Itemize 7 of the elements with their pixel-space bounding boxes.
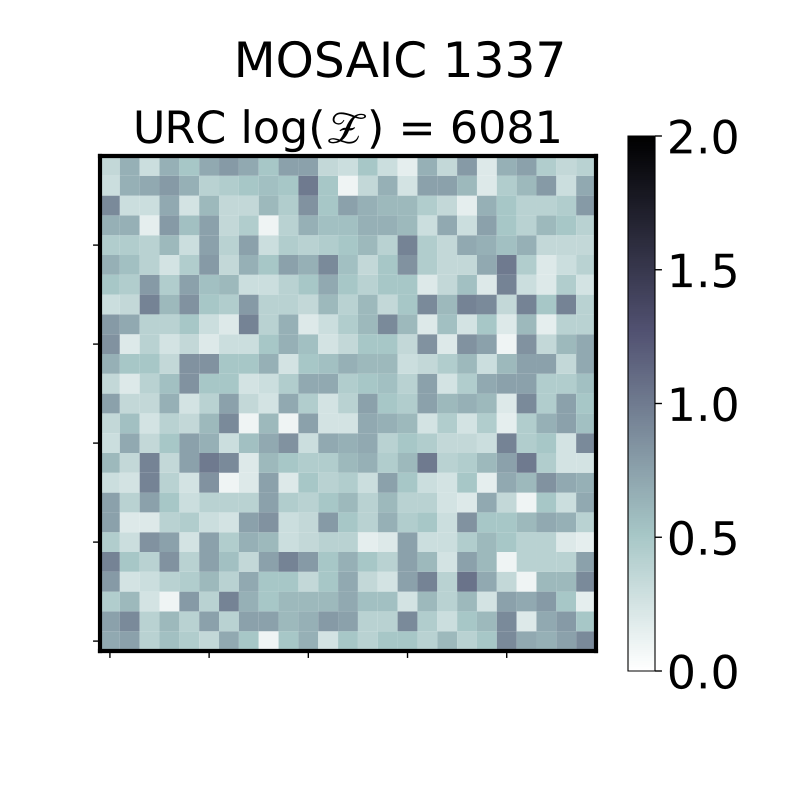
color-bar-label: 1.5 bbox=[672, 254, 736, 288]
chart-title: MOSAIC 1337 bbox=[238, 40, 562, 78]
color-bar-label: 1.0 bbox=[672, 386, 737, 422]
color-bar-label: 0.5 bbox=[670, 520, 736, 556]
color-bar-label: 0.0 bbox=[670, 654, 737, 690]
chart-subtitle: URC log(𝒵) = 6081 bbox=[136, 109, 559, 152]
color-bar-label: 2.0 bbox=[670, 119, 737, 154]
